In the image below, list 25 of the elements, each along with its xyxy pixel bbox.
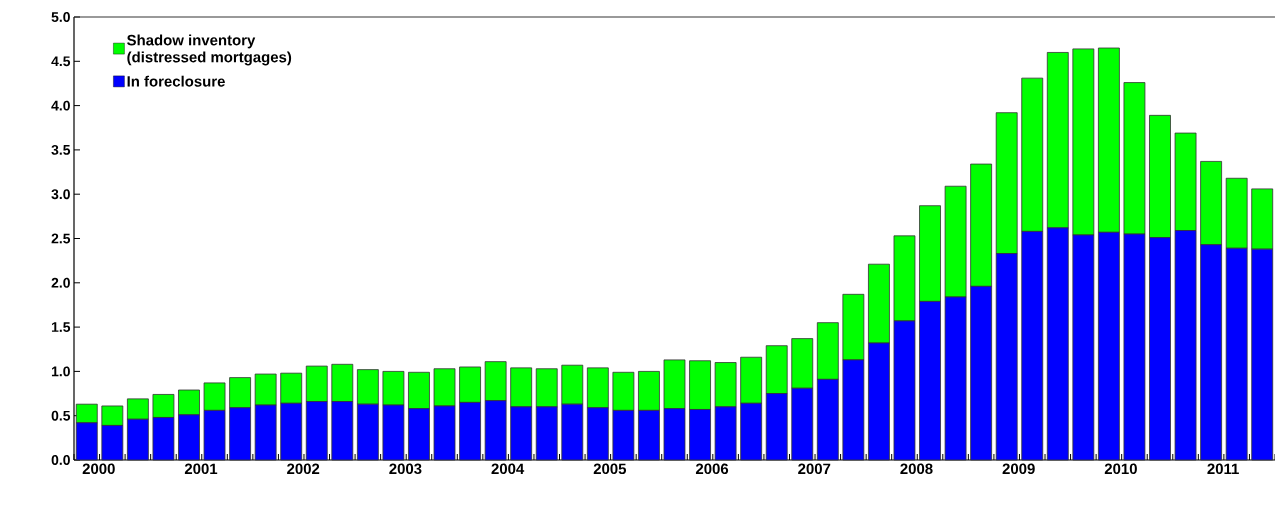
x-tick-label: 2000	[82, 463, 115, 475]
y-tick-label: 1.0	[51, 366, 70, 377]
x-tick-label: 2003	[389, 463, 422, 475]
x-tick-label: 2009	[1002, 463, 1035, 475]
y-tick-label: 3.0	[51, 189, 70, 200]
x-tick-label: 2002	[287, 463, 320, 475]
y-tick-label: 2.0	[51, 277, 70, 288]
y-tick-label: 0.0	[51, 455, 70, 465]
y-tick-label: 4.5	[51, 56, 71, 67]
y-tick-label: 4.0	[51, 100, 70, 111]
x-tick-label: 2007	[798, 463, 831, 475]
legend-label: Shadow inventory (distressed mortgages)	[127, 34, 292, 66]
x-tick-label: 2006	[695, 463, 729, 475]
x-tick-label: 2008	[900, 463, 933, 475]
x-tick-label: 2001	[184, 463, 218, 475]
x-tick-label: 2004	[491, 463, 525, 475]
y-tick-label: 0.5	[51, 410, 71, 421]
x-tick-label: 2010	[1104, 463, 1137, 475]
y-tick-label: 5.0	[51, 12, 70, 22]
y-tick-label: 2.5	[51, 233, 71, 244]
x-tick-label: 2005	[593, 463, 627, 475]
legend-label: In foreclosure	[127, 75, 225, 87]
y-tick-label: 1.5	[51, 322, 71, 332]
y-tick-label: 3.5	[51, 144, 71, 155]
x-tick-label: 2011	[1207, 463, 1239, 475]
